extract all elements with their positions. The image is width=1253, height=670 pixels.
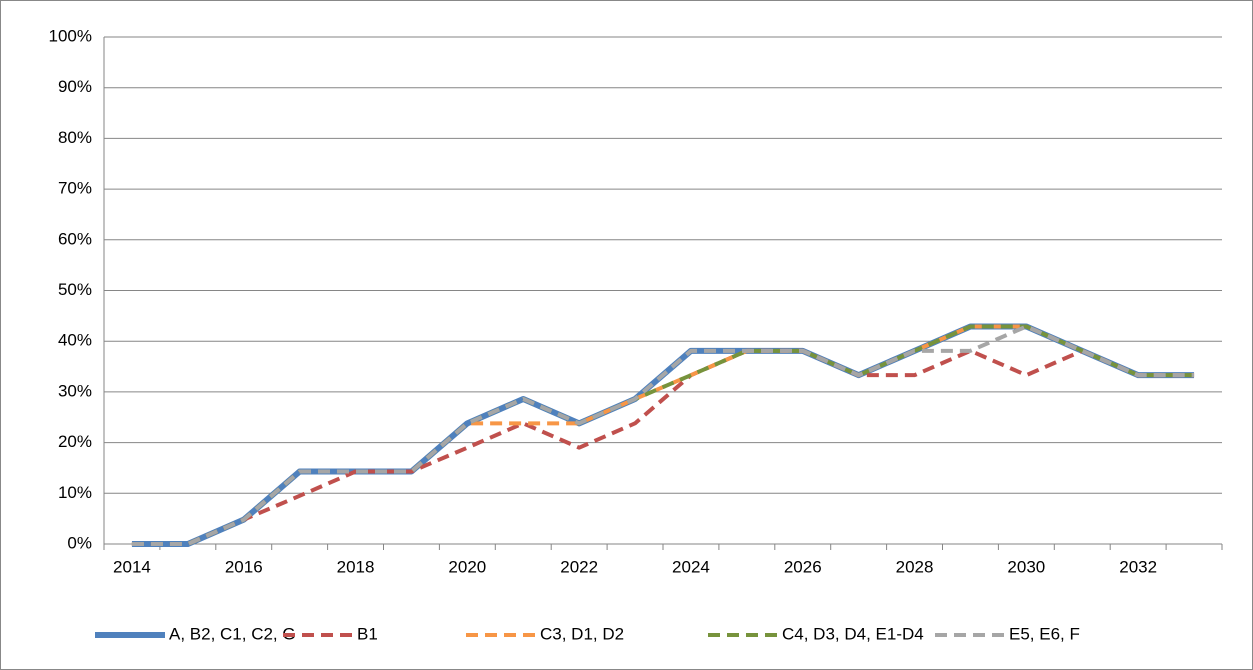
legend-label: C3, D1, D2	[540, 624, 624, 643]
y-tick-label: 50%	[58, 280, 92, 299]
y-tick-label: 60%	[58, 229, 92, 248]
x-tick-label: 2030	[1007, 557, 1045, 576]
x-tick-label: 2022	[560, 557, 598, 576]
y-tick-label: 100%	[49, 26, 92, 45]
y-tick-label: 20%	[58, 432, 92, 451]
x-tick-label: 2016	[225, 557, 263, 576]
x-tick-label: 2028	[896, 557, 934, 576]
y-tick-label: 40%	[58, 331, 92, 350]
y-tick-label: 10%	[58, 483, 92, 502]
x-tick-label: 2026	[784, 557, 822, 576]
y-tick-label: 70%	[58, 179, 92, 198]
x-tick-label: 2014	[113, 557, 151, 576]
legend-label: E5, E6, F	[1009, 624, 1080, 643]
x-tick-label: 2024	[672, 557, 710, 576]
x-tick-label: 2018	[337, 557, 375, 576]
legend-label: B1	[357, 624, 378, 643]
y-tick-label: 90%	[58, 77, 92, 96]
legend-label: C4, D3, D4, E1-D4	[782, 624, 924, 643]
legend-label: A, B2, C1, C2, G	[169, 624, 296, 643]
x-tick-label: 2020	[448, 557, 486, 576]
y-tick-label: 0%	[67, 533, 92, 552]
y-tick-label: 30%	[58, 381, 92, 400]
series-line	[131, 324, 1195, 546]
y-tick-label: 80%	[58, 128, 92, 147]
x-tick-label: 2032	[1119, 557, 1157, 576]
series-line	[131, 348, 1195, 546]
